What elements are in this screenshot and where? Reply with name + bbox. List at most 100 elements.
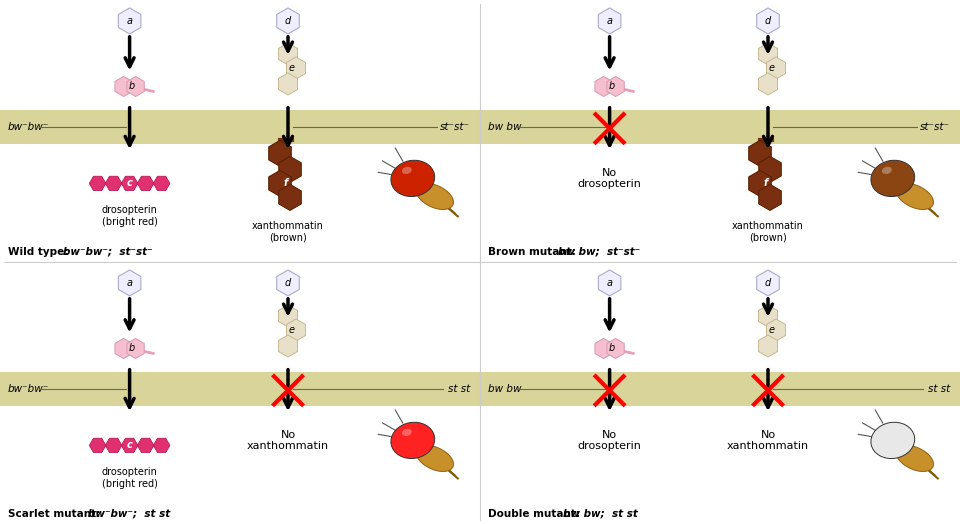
Polygon shape — [115, 77, 132, 96]
Polygon shape — [118, 270, 141, 296]
Polygon shape — [286, 319, 305, 341]
Ellipse shape — [896, 445, 933, 472]
Text: Double mutant:: Double mutant: — [488, 508, 584, 519]
Text: No
xanthommatin: No xanthommatin — [727, 430, 809, 451]
Text: No
drosopterin: No drosopterin — [578, 430, 641, 451]
Polygon shape — [137, 176, 154, 191]
Polygon shape — [758, 305, 778, 327]
Text: st⁻st⁻: st⁻st⁻ — [440, 122, 470, 132]
Text: Scarlet mutant:: Scarlet mutant: — [8, 508, 104, 519]
Text: b: b — [129, 81, 134, 92]
Text: e: e — [289, 63, 295, 73]
Text: drosopterin
(bright red): drosopterin (bright red) — [102, 205, 157, 227]
Polygon shape — [118, 8, 141, 34]
Text: e: e — [769, 325, 775, 335]
Bar — [0, 372, 480, 406]
Text: e: e — [769, 63, 775, 73]
Text: xanthommatin
(brown): xanthommatin (brown) — [252, 222, 324, 243]
Polygon shape — [121, 176, 138, 191]
Ellipse shape — [391, 160, 435, 196]
Polygon shape — [121, 438, 138, 453]
Polygon shape — [278, 305, 298, 327]
Ellipse shape — [871, 422, 915, 458]
Text: b: b — [609, 81, 614, 92]
Polygon shape — [278, 73, 298, 95]
Text: bw bw: bw bw — [488, 122, 521, 132]
Ellipse shape — [871, 160, 915, 196]
Polygon shape — [758, 43, 778, 65]
Polygon shape — [595, 339, 612, 358]
Text: Brown mutant:: Brown mutant: — [488, 246, 580, 257]
Text: b: b — [129, 343, 134, 354]
Polygon shape — [127, 77, 144, 96]
Text: f: f — [284, 178, 288, 189]
Polygon shape — [766, 57, 785, 79]
Text: f: f — [764, 178, 768, 189]
Polygon shape — [278, 184, 301, 211]
Text: st⁻st⁻: st⁻st⁻ — [920, 122, 950, 132]
Polygon shape — [598, 270, 621, 296]
Text: d: d — [285, 16, 291, 26]
Polygon shape — [127, 339, 144, 358]
Ellipse shape — [416, 445, 453, 472]
Polygon shape — [278, 43, 298, 65]
Text: e: e — [289, 325, 295, 335]
Polygon shape — [89, 438, 106, 453]
Text: No
xanthommatin: No xanthommatin — [247, 430, 329, 451]
Polygon shape — [749, 140, 771, 167]
Text: d: d — [765, 16, 771, 26]
Polygon shape — [749, 170, 771, 196]
Ellipse shape — [402, 167, 412, 174]
Polygon shape — [598, 8, 621, 34]
Text: st st: st st — [927, 384, 950, 394]
Polygon shape — [607, 77, 624, 96]
Bar — [480, 372, 960, 406]
Text: bw⁻bw⁻: bw⁻bw⁻ — [8, 122, 49, 132]
Bar — [0, 110, 480, 144]
Text: bw bw: bw bw — [488, 384, 521, 394]
Polygon shape — [269, 140, 291, 167]
Polygon shape — [595, 77, 612, 96]
Text: a: a — [127, 278, 132, 288]
Polygon shape — [154, 438, 170, 453]
Polygon shape — [286, 57, 305, 79]
Polygon shape — [607, 339, 624, 358]
Bar — [480, 110, 960, 144]
Polygon shape — [276, 270, 300, 296]
Text: a: a — [607, 16, 612, 26]
Polygon shape — [269, 170, 291, 196]
Polygon shape — [758, 335, 778, 357]
Ellipse shape — [402, 429, 412, 436]
Text: No
drosopterin: No drosopterin — [578, 168, 641, 189]
Text: bw bw;  st⁻st⁻: bw bw; st⁻st⁻ — [558, 246, 640, 257]
Text: a: a — [607, 278, 612, 288]
Polygon shape — [756, 8, 780, 34]
Polygon shape — [756, 270, 780, 296]
Ellipse shape — [882, 167, 892, 174]
Polygon shape — [154, 176, 170, 191]
Ellipse shape — [391, 422, 435, 458]
Polygon shape — [758, 73, 778, 95]
Polygon shape — [137, 438, 154, 453]
Text: a: a — [127, 16, 132, 26]
Polygon shape — [278, 156, 301, 182]
Text: st st: st st — [447, 384, 470, 394]
Text: xanthommatin
(brown): xanthommatin (brown) — [732, 222, 804, 243]
Polygon shape — [276, 8, 300, 34]
Text: Wild type:: Wild type: — [8, 246, 72, 257]
Text: bw⁻bw⁻;  st st: bw⁻bw⁻; st st — [88, 508, 170, 519]
Polygon shape — [89, 176, 106, 191]
Polygon shape — [758, 184, 781, 211]
Polygon shape — [766, 319, 785, 341]
Text: c: c — [127, 440, 132, 451]
Polygon shape — [758, 156, 781, 182]
Text: drosopterin
(bright red): drosopterin (bright red) — [102, 467, 157, 489]
Polygon shape — [106, 176, 122, 191]
Ellipse shape — [416, 183, 453, 210]
Ellipse shape — [896, 183, 933, 210]
Text: bw⁻bw⁻: bw⁻bw⁻ — [8, 384, 49, 394]
Polygon shape — [106, 438, 122, 453]
Polygon shape — [278, 335, 298, 357]
Text: b: b — [609, 343, 614, 354]
Polygon shape — [115, 339, 132, 358]
